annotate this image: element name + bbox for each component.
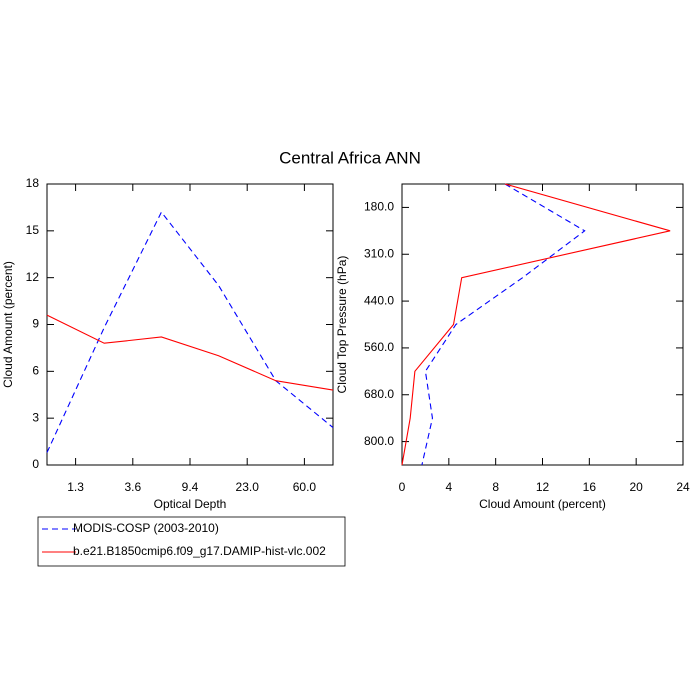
- y-tick-label: 180.0: [364, 200, 394, 214]
- x-axis-label: Cloud Amount (percent): [479, 497, 606, 511]
- x-tick-label: 24: [676, 480, 690, 494]
- series-line: [401, 183, 671, 466]
- y-tick-label: 310.0: [364, 246, 394, 260]
- y-tick-label: 3: [32, 410, 39, 424]
- y-tick-label: 9: [32, 317, 39, 331]
- chart-title: Central Africa ANN: [279, 148, 421, 167]
- y-tick-label: 800.0: [364, 434, 394, 448]
- x-axis-label: Optical Depth: [154, 497, 227, 511]
- x-tick-label: 4: [445, 480, 452, 494]
- y-tick-label: 560.0: [364, 340, 394, 354]
- x-tick-label: 9.4: [182, 480, 199, 494]
- y-tick-label: 0: [32, 457, 39, 471]
- x-tick-label: 23.0: [236, 480, 260, 494]
- series-line: [46, 211, 334, 453]
- x-tick-label: 16: [583, 480, 597, 494]
- x-tick-label: 1.3: [67, 480, 84, 494]
- legend-box: [37, 516, 346, 567]
- y-tick-label: 12: [26, 270, 40, 284]
- y-tick-label: 18: [26, 176, 40, 190]
- y-tick-label: 15: [26, 223, 40, 237]
- y-tick-label: 440.0: [364, 293, 394, 307]
- y-axis-label: Cloud Top Pressure (hPa): [335, 256, 349, 394]
- x-tick-label: 0: [399, 480, 406, 494]
- y-tick-label: 6: [32, 364, 39, 378]
- legend-label: b.e21.B1850cmip6.f09_g17.DAMIP-hist-vlc.…: [73, 544, 326, 558]
- y-axis-label: Cloud Amount (percent): [1, 261, 15, 388]
- legend-label: MODIS-COSP (2003-2010): [73, 521, 219, 535]
- y-tick-label: 680.0: [364, 387, 394, 401]
- plot-frame: [46, 183, 334, 466]
- x-tick-label: 12: [536, 480, 550, 494]
- x-tick-label: 20: [629, 480, 643, 494]
- x-tick-label: 60.0: [293, 480, 317, 494]
- x-tick-label: 3.6: [124, 480, 141, 494]
- x-tick-label: 8: [492, 480, 499, 494]
- series-line: [421, 183, 586, 466]
- plot-frame: [401, 183, 684, 466]
- series-line: [46, 314, 334, 391]
